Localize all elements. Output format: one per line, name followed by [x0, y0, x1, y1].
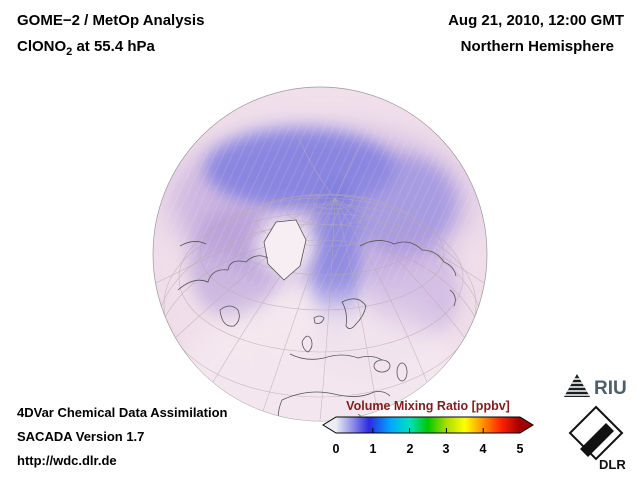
tick-label-4: 4 [479, 442, 487, 456]
riu-logo-icon: RIU [564, 374, 627, 399]
coast-west-africa [278, 399, 283, 421]
credits-block: 4DVar Chemical Data Assimilation SACADA … [17, 401, 228, 473]
assimilation-label: 4DVar Chemical Data Assimilation [17, 405, 228, 420]
satellite-swath-texture [165, 124, 475, 294]
species-subscript: 2 [66, 46, 73, 58]
coast-canadian-arctic [177, 255, 269, 291]
tick-label-1: 1 [369, 442, 377, 456]
tick-label-5: 5 [516, 442, 524, 456]
coastlines [177, 219, 457, 421]
dlr-logo-text: DLR [599, 457, 626, 471]
datetime-block: Aug 21, 2010, 12:00 GMT Northern Hemisph… [448, 12, 624, 55]
coast-iceland [313, 315, 325, 324]
coast-black-sea [373, 359, 391, 373]
analysis-title: GOME−2 / MetOp Analysis [17, 12, 205, 29]
coast-alaska [179, 241, 207, 247]
species-level: at 55.4 hPa [72, 38, 155, 55]
colorbar-title: Volume Mixing Ratio [ppbv] [346, 399, 510, 413]
riu-logo: RIU [562, 371, 628, 404]
coast-britain [301, 335, 313, 353]
title-block: GOME−2 / MetOp Analysis ClONO2 at 55.4 h… [17, 12, 204, 58]
dlr-logo-icon: DLR [568, 405, 626, 472]
coast-europe-mediterranean [289, 353, 383, 361]
colorbar: Volume Mixing Ratio [ppbv] [322, 399, 534, 458]
mixing-ratio-field [165, 124, 475, 421]
coast-north-africa [281, 391, 391, 401]
datetime-label: Aug 21, 2010, 12:00 GMT [448, 12, 624, 29]
version-label: SACADA Version 1.7 [17, 429, 145, 444]
colorbar-tick-marks [372, 428, 484, 433]
url-label: http://wdc.dlr.de [17, 453, 117, 468]
tick-label-3: 3 [442, 442, 450, 456]
colorbar-bar [322, 416, 534, 434]
dlr-logo: DLR [566, 403, 628, 476]
graticule [153, 135, 487, 421]
species-title: ClONO2 at 55.4 hPa [17, 38, 204, 58]
tick-label-0: 0 [332, 442, 340, 456]
colorbar-tick-labels: 0 1 2 3 4 5 [322, 442, 534, 458]
globe-map [150, 84, 490, 424]
colorbar-scale [322, 416, 534, 434]
coast-siberia [359, 240, 457, 277]
species-name: ClONO [17, 38, 67, 55]
coast-scandinavia [341, 298, 367, 329]
globe-svg [152, 86, 488, 422]
coast-hudson-bay [219, 305, 240, 327]
coast-caspian-sea [396, 362, 408, 382]
tick-label-2: 2 [406, 442, 414, 456]
coast-kamchatka [449, 289, 456, 307]
riu-logo-text: RIU [594, 378, 627, 399]
hemisphere-label: Northern Hemisphere [460, 38, 614, 55]
coast-greenland [263, 219, 307, 281]
